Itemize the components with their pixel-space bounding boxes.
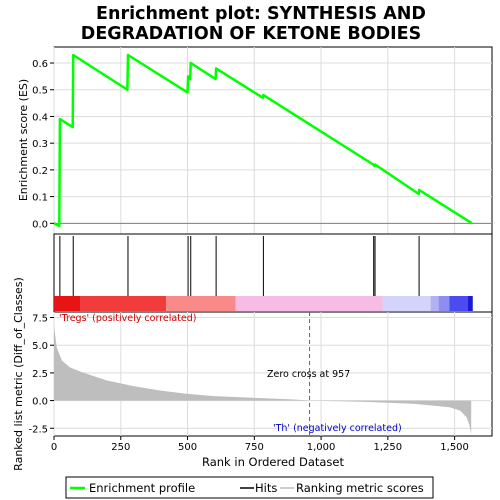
color-bar-segment xyxy=(430,296,439,311)
legend-profile-label: Enrichment profile xyxy=(89,481,195,495)
es-panel: 0.0 0.1 0.2 0.3 0.4 0.5 0.6 Enrichment score (… xyxy=(17,46,493,235)
es-y-tick-label: 0.5 xyxy=(32,86,48,97)
zero-cross-label: Zero cross at 957 xyxy=(267,369,350,380)
legend-hits-label: Hits xyxy=(255,481,277,495)
color-bar-segment xyxy=(467,296,473,311)
color-bar-segment xyxy=(54,296,81,311)
es-y-tick-label: 0.3 xyxy=(32,139,48,150)
color-bar-segment xyxy=(449,296,468,311)
es-y-axis-label: Enrichment score (ES) xyxy=(17,79,30,201)
legend-metric-label: Ranking metric scores xyxy=(296,481,424,495)
metric-y-axis-label: Ranked list metric (Diff_of_Classes) xyxy=(12,277,25,471)
enrichment-profile-line xyxy=(53,53,473,228)
x-tick-label: 1,250 xyxy=(374,442,403,453)
color-bar-segment xyxy=(80,296,167,311)
x-tick-label: 250 xyxy=(111,442,130,453)
color-bar-segment xyxy=(382,296,431,311)
es-panel-frame xyxy=(53,46,493,235)
chart-title-line-2: DEGRADATION OF KETONE BODIES xyxy=(81,24,421,44)
es-y-tick-label: 0.4 xyxy=(32,112,48,123)
x-tick-label: 750 xyxy=(245,442,264,453)
x-tick-label: 0 xyxy=(51,442,57,453)
metric-y-tick-label: 7.5 xyxy=(32,314,48,325)
es-y-tick-label: 0.1 xyxy=(32,193,48,204)
legend: Enrichment profile Hits Ranking metric s… xyxy=(65,476,434,499)
positive-correlation-label: 'Tregs' (positively correlated) xyxy=(59,313,197,324)
es-y-tick-label: 0.0 xyxy=(32,219,48,230)
x-axis-label: Rank in Ordered Dataset xyxy=(202,455,345,469)
color-bar-segment xyxy=(438,296,450,311)
es-y-tick-label: 0.2 xyxy=(32,166,48,177)
metric-panel: -2.5 0.0 2.5 5.0 7.5 'Tregs' (positively cor… xyxy=(12,277,493,471)
metric-panel-frame xyxy=(53,311,493,437)
chart-title-line-1: Enrichment plot: SYNTHESIS AND xyxy=(96,4,426,24)
hits-panel xyxy=(53,233,493,313)
metric-y-tick-label: 5.0 xyxy=(32,341,48,352)
es-y-tick-label: 0.6 xyxy=(32,59,48,70)
metric-y-tick-label: 2.5 xyxy=(32,369,48,380)
metric-y-tick-label: 0.0 xyxy=(32,397,48,408)
negative-correlation-label: 'Th' (negatively correlated) xyxy=(273,423,402,434)
metric-y-tick-label: -2.5 xyxy=(28,424,48,435)
color-bar-segment xyxy=(235,296,383,311)
x-tick-label: 1,000 xyxy=(307,442,336,453)
x-tick-label: 500 xyxy=(178,442,197,453)
color-bar-segment xyxy=(166,296,236,311)
x-tick-label: 1,500 xyxy=(440,442,469,453)
